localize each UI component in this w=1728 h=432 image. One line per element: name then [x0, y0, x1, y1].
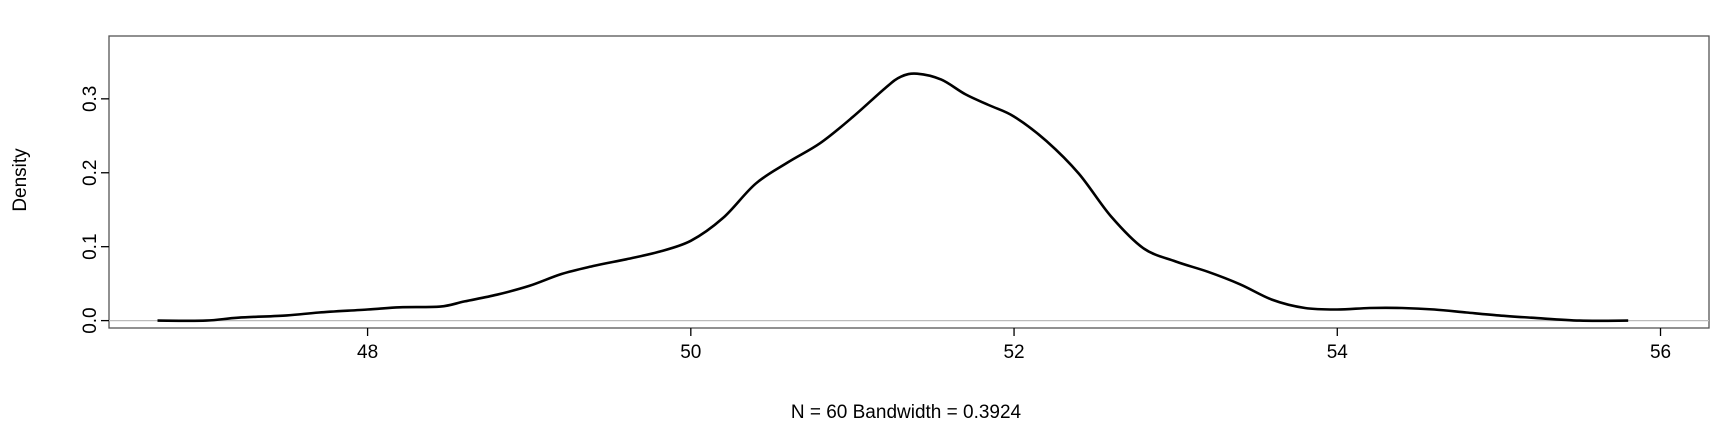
y-axis-label: Density — [10, 148, 31, 212]
x-tick-label: 54 — [1327, 342, 1349, 363]
plot-frame — [108, 35, 1710, 329]
x-tick-label: 52 — [1003, 342, 1024, 363]
x-tick-label: 48 — [357, 342, 378, 363]
y-tick-label: 0.1 — [80, 233, 101, 259]
plot-layer — [157, 72, 1629, 323]
x-axis-label: N = 60 Bandwidth = 0.3924 — [791, 402, 1022, 423]
y-tick-label: 0.2 — [80, 160, 101, 186]
density-line — [157, 72, 1629, 323]
y-tick-label: 0.0 — [80, 307, 101, 333]
axes-layer: 48 50 52 54 56 0.0 0.1 0.2 0.3 — [80, 35, 1710, 363]
x-tick-label: 50 — [680, 342, 701, 363]
x-tick-label: 56 — [1650, 342, 1671, 363]
y-tick-label: 0.3 — [80, 86, 101, 112]
